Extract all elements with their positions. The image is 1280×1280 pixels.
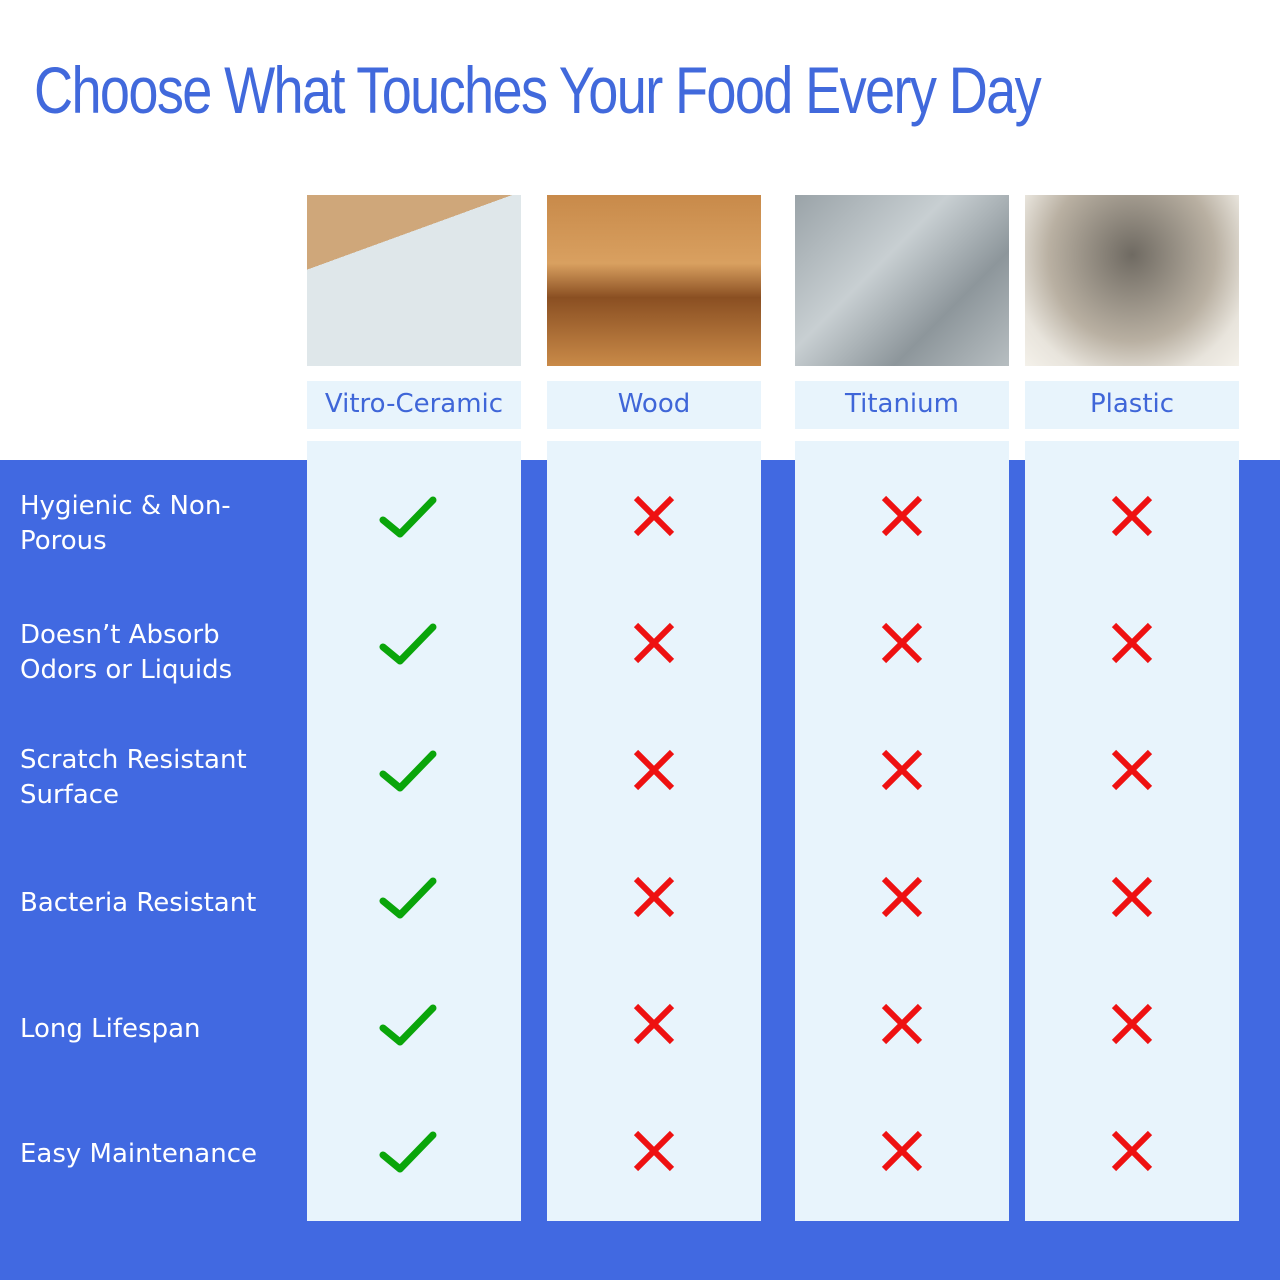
feature-label: Doesn’t Absorb Odors or Liquids xyxy=(20,620,233,685)
material-label: Vitro-Ceramic xyxy=(307,381,521,429)
cross-icon xyxy=(1111,622,1153,664)
cross-icon xyxy=(881,622,923,664)
page-title: Choose What Touches Your Food Every Day xyxy=(34,53,1042,127)
cross-icon xyxy=(881,495,923,537)
plastic-board-photo xyxy=(1025,195,1239,366)
material-label: Wood xyxy=(547,381,761,429)
cross-icon xyxy=(633,495,675,537)
titanium-board-photo xyxy=(795,195,1009,366)
check-icon xyxy=(379,623,437,665)
feature-label: Hygienic & Non-Porous xyxy=(20,491,231,556)
cross-icon xyxy=(633,1130,675,1172)
material-column xyxy=(547,441,761,1221)
cross-icon xyxy=(1111,495,1153,537)
feature-label: Scratch Resistant Surface xyxy=(20,745,247,810)
cross-icon xyxy=(633,749,675,791)
cross-icon xyxy=(881,749,923,791)
material-column xyxy=(1025,441,1239,1221)
cross-icon xyxy=(633,876,675,918)
material-column xyxy=(307,441,521,1221)
cross-icon xyxy=(881,1130,923,1172)
cross-icon xyxy=(1111,749,1153,791)
wood-board-photo xyxy=(547,195,761,366)
cross-icon xyxy=(633,622,675,664)
check-icon xyxy=(379,1131,437,1173)
material-column xyxy=(795,441,1009,1221)
feature-label: Easy Maintenance xyxy=(20,1139,257,1169)
cross-icon xyxy=(881,876,923,918)
cross-icon xyxy=(1111,876,1153,918)
material-label: Plastic xyxy=(1025,381,1239,429)
feature-label: Bacteria Resistant xyxy=(20,888,257,918)
material-label: Titanium xyxy=(795,381,1009,429)
cross-icon xyxy=(1111,1003,1153,1045)
cross-icon xyxy=(633,1003,675,1045)
check-icon xyxy=(379,1004,437,1046)
cutting-board-photo xyxy=(307,195,521,366)
cross-icon xyxy=(1111,1130,1153,1172)
feature-label: Long Lifespan xyxy=(20,1014,201,1044)
cross-icon xyxy=(881,1003,923,1045)
check-icon xyxy=(379,750,437,792)
check-icon xyxy=(379,877,437,919)
check-icon xyxy=(379,496,437,538)
